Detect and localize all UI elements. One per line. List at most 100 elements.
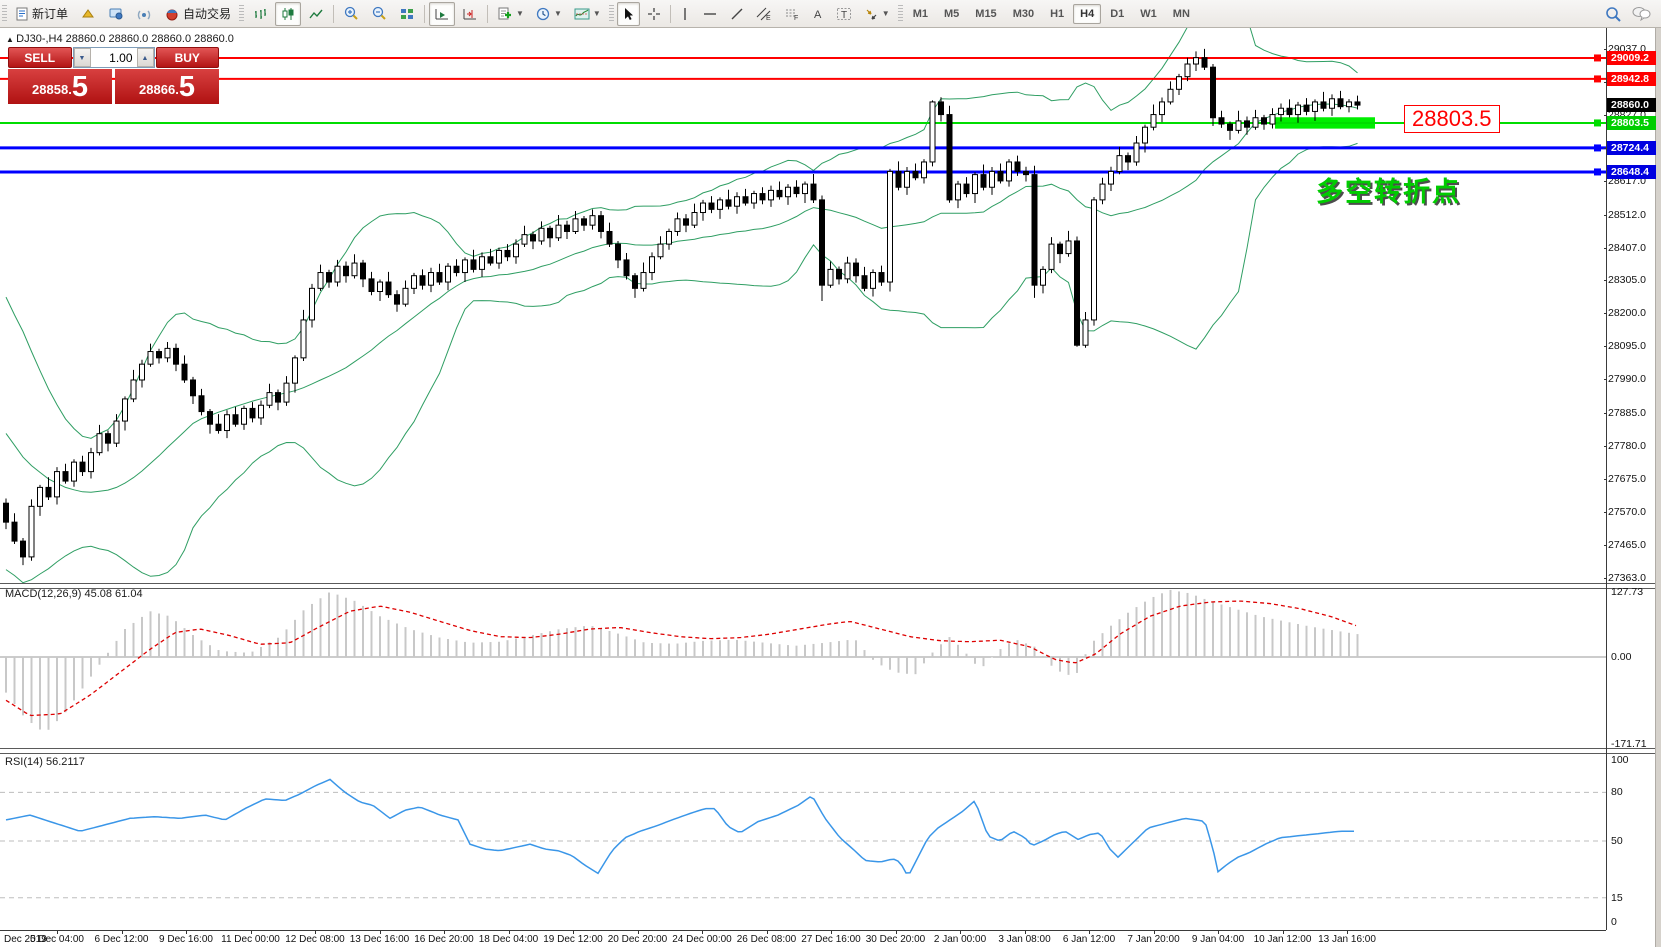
candle-up: [1159, 101, 1165, 116]
new-order-button[interactable]: 新订单: [10, 2, 73, 26]
main-chart[interactable]: [0, 28, 1606, 583]
rsi-axis-100: 100: [1611, 754, 1629, 766]
time-tick-mark: [702, 931, 703, 934]
text-button[interactable]: A: [807, 2, 829, 26]
timeframe-button-m30[interactable]: M30: [1012, 7, 1035, 20]
sell-button[interactable]: SELL: [8, 47, 72, 68]
zoom-in-button[interactable]: [338, 2, 364, 26]
rsi-splitter[interactable]: [0, 748, 1661, 754]
time-label: 12 Dec 08:00: [285, 934, 345, 945]
candle-down: [3, 502, 9, 523]
time-tick-mark: [1218, 931, 1219, 934]
horizontal-line-button[interactable]: [697, 2, 723, 26]
sell-price[interactable]: 28858. 5: [8, 69, 112, 104]
candle-down: [1023, 170, 1029, 176]
time-tick-mark: [186, 931, 187, 934]
macd-panel[interactable]: [0, 584, 1606, 750]
time-tick-mark: [379, 931, 381, 934]
timeframe-button-h4[interactable]: H4: [1073, 3, 1102, 24]
candle-up: [1099, 183, 1106, 201]
candle-up: [241, 407, 247, 425]
cursor-button[interactable]: [616, 1, 640, 26]
profile-button[interactable]: [75, 2, 101, 26]
timeframe-button-m1[interactable]: M1: [912, 7, 928, 20]
timeframe-button-d1[interactable]: D1: [1110, 7, 1125, 20]
candlestick-chart-button[interactable]: [275, 1, 302, 26]
chart-shift-button[interactable]: [457, 2, 483, 26]
market-watch-button[interactable]: [103, 2, 129, 26]
autotrading-button[interactable]: 自动交易: [159, 2, 236, 26]
timeframe-button-mn[interactable]: MN: [1172, 7, 1190, 20]
timeframe-group: M1 M5 M15 M30 H1 H4 D1 W1 MN: [905, 3, 1198, 24]
time-axis[interactable]: Dec 2019 5 Dec 04:00 6 Dec 12:00 9 Dec 16:0…: [0, 930, 1606, 948]
timeframe-button-h1[interactable]: H1: [1050, 7, 1065, 20]
toolbar-grip[interactable]: [2, 4, 7, 23]
zoom-out-button[interactable]: [366, 2, 392, 26]
bollinger-lower: [5, 142, 1358, 583]
svg-text:T: T: [841, 10, 847, 21]
price-tick: 28200.0: [1604, 307, 1646, 320]
text-label-button[interactable]: T: [831, 2, 857, 26]
candle-down: [564, 224, 570, 232]
volume-decrease-button[interactable]: ▼: [73, 48, 91, 67]
candle-down: [249, 407, 256, 419]
candle-up: [224, 414, 230, 432]
buy-price-small: 28866.: [139, 82, 179, 97]
candle-up: [292, 357, 298, 384]
time-tick-mark: [1089, 931, 1090, 934]
price-tick: 27363.0: [1604, 571, 1646, 584]
auto-scroll-button[interactable]: [429, 1, 456, 26]
line-chart-button[interactable]: [303, 2, 329, 26]
candle-up: [139, 363, 145, 381]
buy-button[interactable]: BUY: [155, 47, 219, 68]
candle-up: [555, 224, 562, 239]
arrows-button[interactable]: ▼: [859, 2, 895, 26]
timeframe-button-m15[interactable]: M15: [975, 7, 997, 20]
timeframe-button-m5[interactable]: M5: [944, 7, 960, 20]
crosshair-button[interactable]: [642, 2, 666, 26]
toolbar-grip[interactable]: [608, 4, 614, 23]
candle-up: [674, 218, 681, 232]
macd-splitter[interactable]: [0, 583, 1661, 589]
indicators-button[interactable]: ▼: [569, 2, 606, 26]
candle-up: [37, 486, 43, 507]
candle-up: [402, 287, 409, 305]
candle-up: [691, 212, 698, 226]
new-chart-button[interactable]: ▼: [492, 2, 529, 26]
periods-button[interactable]: ▼: [531, 2, 567, 26]
tile-windows-button[interactable]: [394, 2, 420, 26]
candle-up: [1142, 126, 1148, 144]
price-tick: 27990.0: [1604, 373, 1646, 386]
toolbar-grip[interactable]: [897, 4, 903, 23]
channel-button[interactable]: E: [751, 2, 777, 26]
buy-price[interactable]: 28866. 5: [115, 69, 219, 104]
rsi-axis-80: 80: [1611, 786, 1623, 799]
price-annotation-label[interactable]: 28803.5: [1404, 105, 1500, 133]
chart-title: ▲ DJ30-,H4 28860.0 28860.0 28860.0 28860…: [6, 33, 234, 45]
timeframe-button-w1[interactable]: W1: [1140, 7, 1157, 20]
fibonacci-button[interactable]: F: [779, 2, 805, 26]
macd-label: MACD(12,26,9) 45.08 61.04: [5, 588, 143, 600]
candle-up: [113, 420, 120, 444]
sell-price-big: 5: [71, 71, 88, 103]
rsi-panel[interactable]: [0, 752, 1606, 929]
rsi-label: RSI(14) 56.2117: [5, 756, 85, 768]
signals-button[interactable]: [131, 2, 157, 26]
toolbar-grip[interactable]: [239, 4, 245, 23]
time-tick-mark: [1347, 931, 1348, 934]
search-icon[interactable]: [1605, 6, 1621, 22]
candle-down: [632, 275, 638, 289]
candle-down: [1218, 117, 1225, 125]
autotrading-icon: [166, 9, 178, 20]
trendline-button[interactable]: [725, 2, 749, 26]
candle-up: [640, 272, 647, 289]
chat-icon[interactable]: [1631, 6, 1651, 21]
volume-input[interactable]: [90, 48, 137, 67]
candle-down: [708, 202, 715, 210]
volume-increase-button[interactable]: ▲: [136, 48, 154, 67]
candle-down: [615, 243, 621, 261]
turning-point-annotation[interactable]: 多空转折点: [1316, 177, 1461, 207]
vertical-line-button[interactable]: [675, 2, 695, 26]
line-chart-icon: [309, 9, 323, 18]
bar-chart-button[interactable]: [247, 2, 273, 26]
